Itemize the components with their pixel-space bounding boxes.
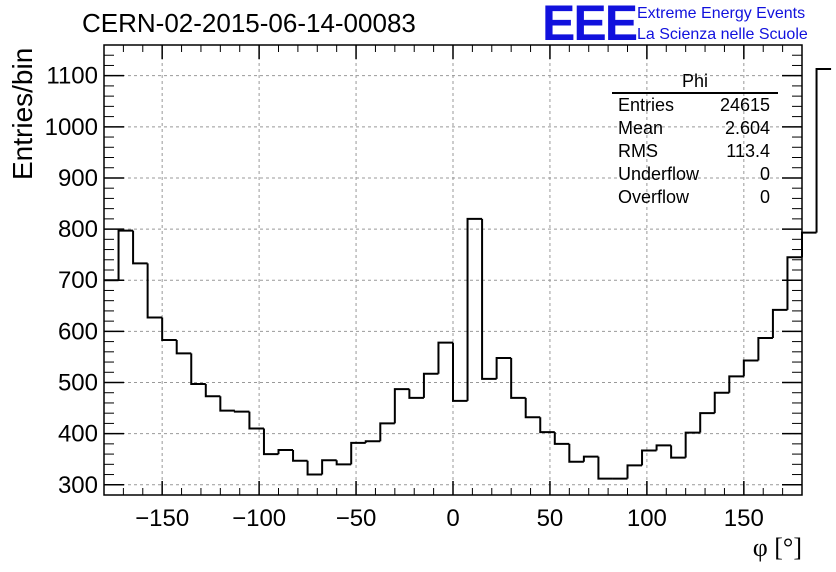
histogram-bin xyxy=(670,445,686,459)
histogram-bin xyxy=(699,412,715,433)
stats-title: Phi xyxy=(612,70,778,94)
histogram-bin xyxy=(335,460,352,466)
histogram-bin xyxy=(553,432,570,445)
histogram-bin xyxy=(684,431,701,458)
stats-value: 113.4 xyxy=(726,141,770,161)
y-tick-label: 900 xyxy=(58,165,98,192)
histogram-bin xyxy=(379,422,395,442)
y-tick-label: 500 xyxy=(58,370,98,397)
histogram-bin xyxy=(219,396,235,412)
y-tick-label: 700 xyxy=(58,267,98,294)
chart-title: CERN-02-2015-06-14-00083 xyxy=(82,8,416,38)
y-tick-label: 1100 xyxy=(46,63,98,90)
x-tick-label: 50 xyxy=(537,505,564,532)
histogram-bin xyxy=(204,384,221,398)
histogram-bin xyxy=(175,340,192,355)
stats-label: Overflow xyxy=(618,187,690,207)
histogram-bin xyxy=(568,443,584,463)
stats-box: Phi Entries 24615 Mean 2.604 RMS 113.4 Underfl… xyxy=(612,70,778,209)
logo-caption-line-1: Extreme Energy Events xyxy=(637,5,806,22)
histogram-bin xyxy=(641,449,657,466)
histogram-bin xyxy=(132,230,148,265)
histogram-bin xyxy=(655,444,672,451)
x-axis-title: φ [°] xyxy=(753,533,802,562)
stats-row-mean: Mean 2.604 xyxy=(612,117,778,140)
histogram-bin xyxy=(786,256,802,310)
logo-caption: Extreme Energy Events La Scienza nelle S… xyxy=(637,3,808,45)
stats-value: 24615 xyxy=(719,95,770,115)
histogram-bin xyxy=(801,231,817,258)
histogram-bin xyxy=(117,229,134,281)
histogram-bin xyxy=(495,356,512,379)
histogram-bin xyxy=(321,459,337,475)
y-tick-label: 400 xyxy=(58,421,98,448)
histogram-bin xyxy=(248,411,264,430)
histogram-bin xyxy=(626,464,643,479)
histogram-bin xyxy=(277,449,294,455)
y-tick-label: 600 xyxy=(58,318,98,345)
stats-row-underflow: Underflow 0 xyxy=(612,163,778,186)
stats-label: Mean xyxy=(618,118,664,138)
x-tick-label: −150 xyxy=(135,505,189,532)
y-tick-label: 300 xyxy=(58,472,98,499)
histogram-bin xyxy=(408,389,424,399)
stats-row-rms: RMS 113.4 xyxy=(612,140,778,163)
x-tick-label: −50 xyxy=(336,505,377,532)
histogram-bin xyxy=(146,263,163,319)
axis-ticks xyxy=(103,44,803,496)
histogram-bin xyxy=(190,353,206,386)
histogram-bin xyxy=(437,341,453,374)
stats-value: 0 xyxy=(759,187,770,207)
histogram-bin xyxy=(452,342,468,402)
histogram-bin xyxy=(728,375,744,393)
x-tick-label: 100 xyxy=(627,505,667,532)
histogram-bin xyxy=(771,308,788,339)
histogram-bin xyxy=(582,455,599,462)
stats-label: RMS xyxy=(618,141,658,161)
histogram-bin xyxy=(262,428,279,456)
y-tick-label: 1000 xyxy=(45,114,98,141)
y-axis-title: Entries/bin xyxy=(7,48,38,180)
histogram-bin xyxy=(524,397,541,419)
stats-label: Entries xyxy=(618,95,675,115)
eee-logo: EEE xyxy=(542,0,638,51)
histogram-bin xyxy=(306,460,323,476)
histogram-bin xyxy=(350,441,366,465)
stats-label: Underflow xyxy=(618,164,700,184)
x-tick-label: 0 xyxy=(446,505,459,532)
axis-labels: −150 −100 −50 0 50 100 150 300 400 500 600 700 800 90… xyxy=(45,63,764,532)
stats-row-entries: Entries 24615 xyxy=(612,94,778,117)
y-tick-label: 800 xyxy=(58,216,98,243)
histogram-bin xyxy=(481,218,497,380)
histogram-bin xyxy=(292,450,308,462)
histogram-bin xyxy=(233,410,250,413)
histogram-bin xyxy=(713,391,730,414)
histogram-bin xyxy=(757,337,773,361)
stats-row-overflow: Overflow 0 xyxy=(612,186,778,209)
histogram-bin xyxy=(466,217,483,401)
histogram-bin xyxy=(393,388,410,424)
histogram-bin xyxy=(422,372,439,398)
histogram-bin xyxy=(815,68,832,233)
x-tick-label: 150 xyxy=(724,505,764,532)
stats-value: 2.604 xyxy=(724,118,770,138)
logo-caption-line-2: La Scienza nelle Scuole xyxy=(637,26,808,43)
histogram-bin xyxy=(161,317,177,342)
histogram-bin xyxy=(539,417,555,434)
stats-value: 0 xyxy=(759,164,770,184)
histogram-bin xyxy=(364,440,381,443)
histogram-bin xyxy=(597,456,613,480)
histogram-bin xyxy=(742,359,759,377)
histogram-bin xyxy=(510,357,526,399)
x-tick-label: −100 xyxy=(232,505,286,532)
